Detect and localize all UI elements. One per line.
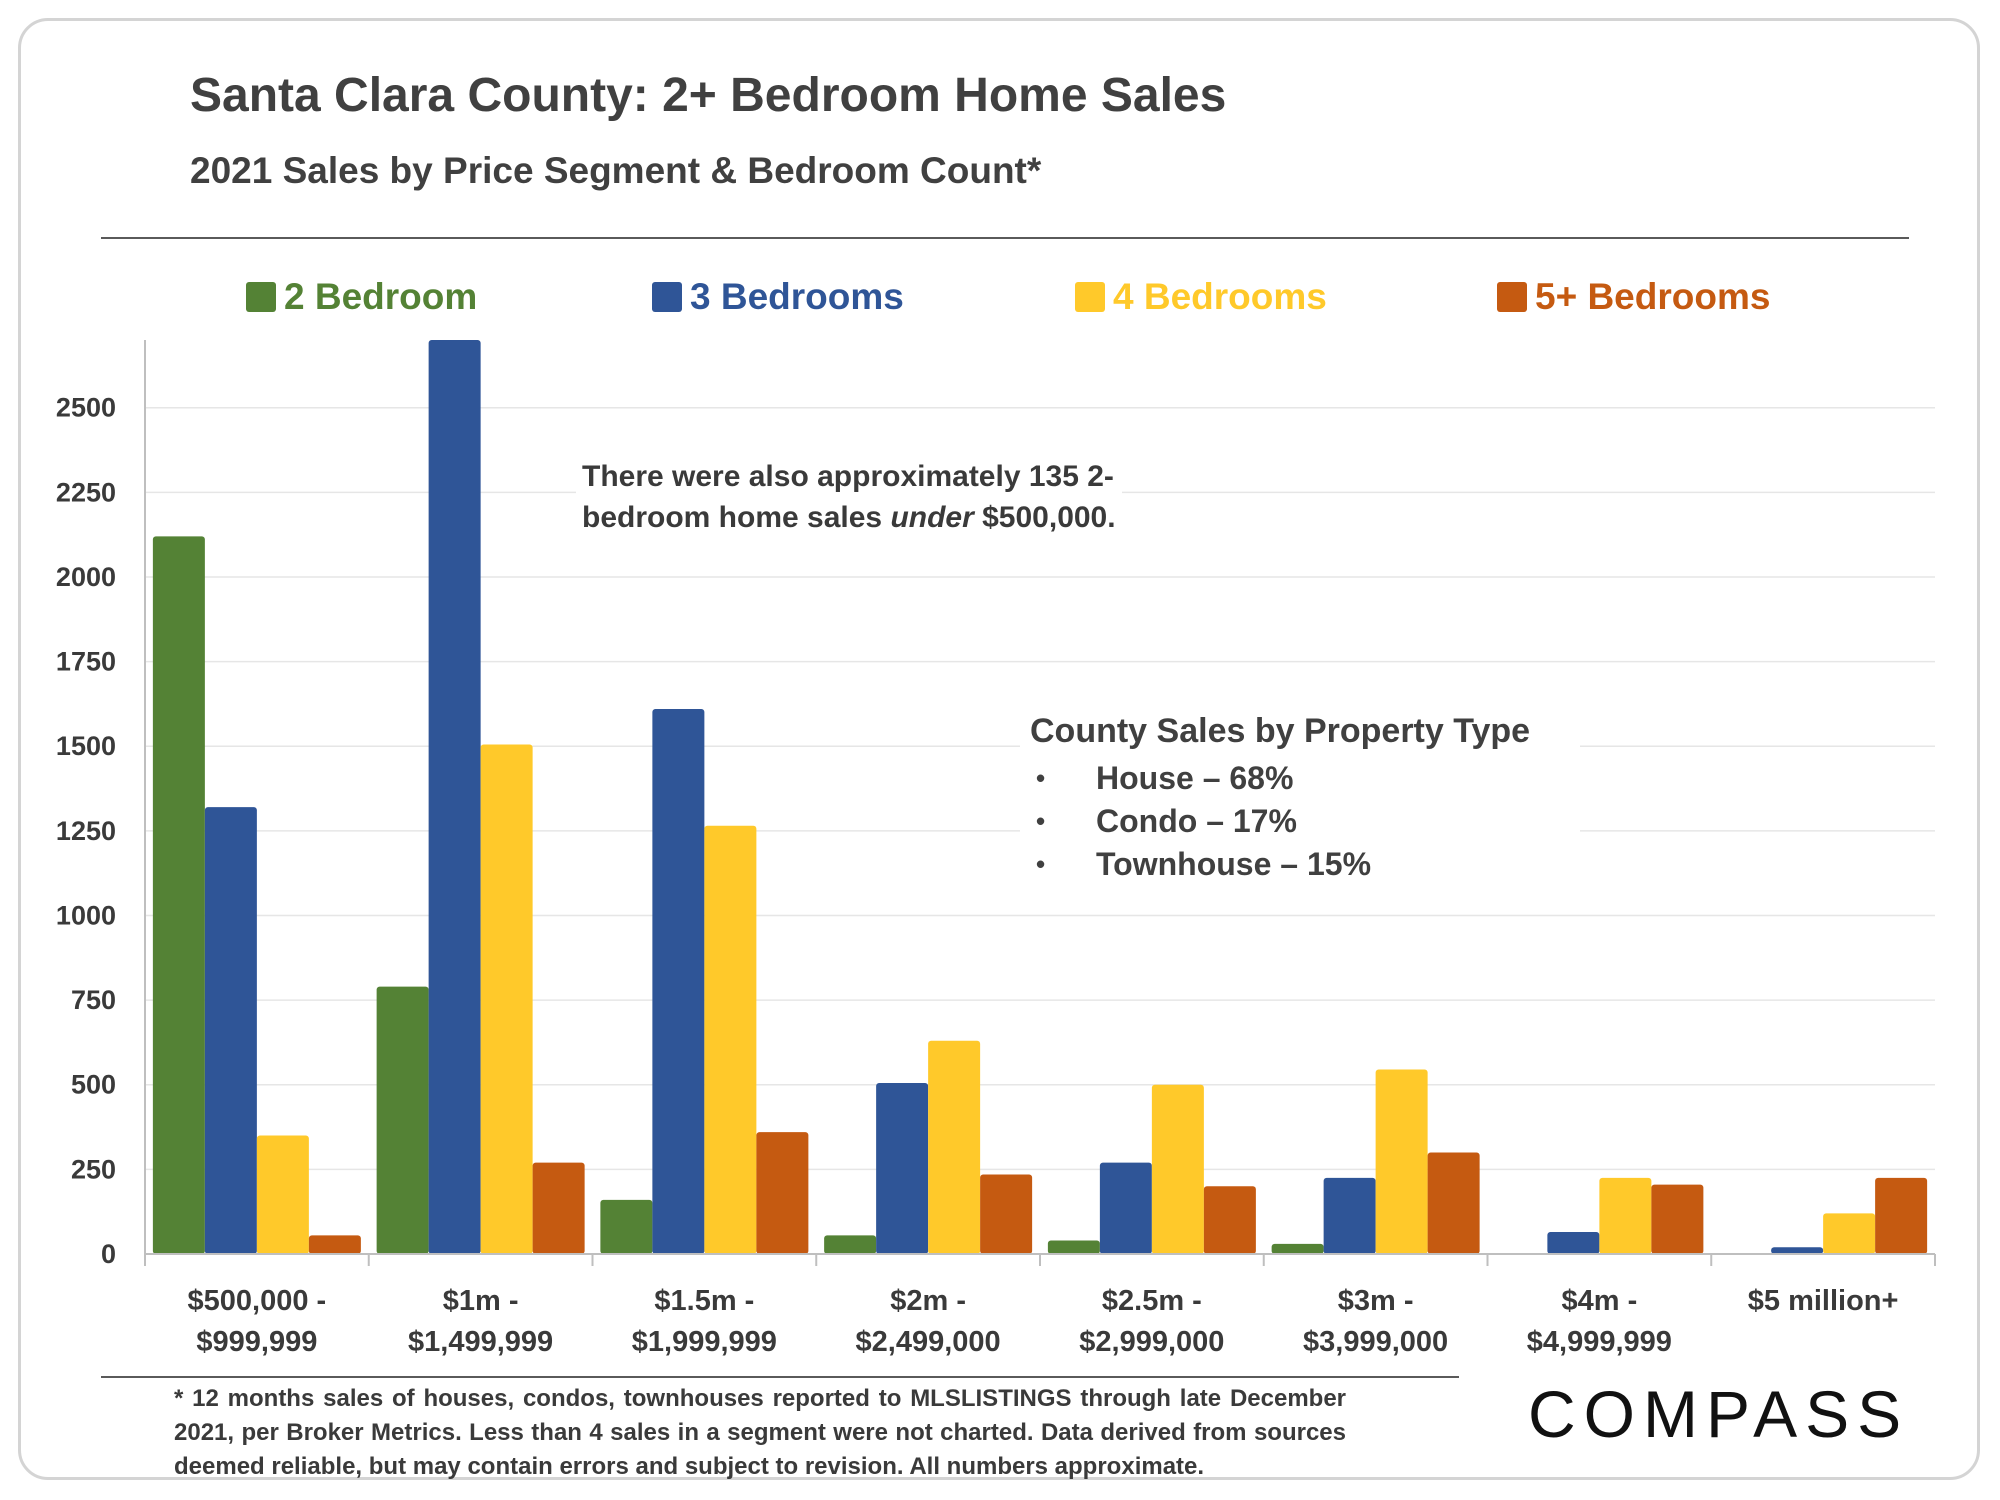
bar: [1823, 1213, 1876, 1254]
bar: [1099, 1162, 1152, 1254]
y-tick-label: 1750: [56, 647, 116, 677]
bar: [1651, 1184, 1704, 1254]
legend-label: 4 Bedrooms: [1113, 276, 1327, 317]
x-category-label: $1,499,999: [408, 1326, 553, 1358]
chart-subtitle: 2021 Sales by Price Segment & Bedroom Co…: [190, 150, 1042, 191]
axes: [144, 340, 1936, 1266]
bar: [928, 1040, 981, 1254]
bar: [152, 536, 205, 1254]
bullet-icon: •: [1036, 806, 1046, 836]
y-tick-label: 750: [71, 985, 116, 1015]
property-type-box: County Sales by Property Type • House – 6…: [1020, 708, 1580, 894]
y-tick-label: 1500: [56, 731, 116, 761]
bar: [1599, 1177, 1652, 1254]
x-category-label: $2m -: [890, 1285, 966, 1317]
legend-item-3-bedrooms: 3 Bedrooms: [652, 276, 904, 318]
x-category-label: $4,999,999: [1527, 1326, 1672, 1358]
y-tick-label: 1000: [56, 900, 116, 930]
header-divider: [101, 237, 1909, 239]
bar: [256, 1135, 309, 1254]
property-type-title: County Sales by Property Type: [1030, 712, 1531, 750]
x-category-label: $2,999,000: [1079, 1326, 1224, 1358]
property-type-item: • House – 68%: [1030, 757, 1570, 800]
note-line-1: There were also approximately 135 2-: [582, 460, 1114, 493]
bar: [652, 708, 705, 1254]
footer-divider: [101, 1376, 1459, 1378]
bullet-icon: •: [1036, 849, 1046, 879]
x-category-label: $1.5m -: [654, 1285, 754, 1317]
bar: [876, 1083, 929, 1254]
x-category-labels: $500,000 - $999,999 $1m - $1,499,999 $1.5m -…: [188, 1285, 1899, 1358]
bar: [308, 1235, 361, 1254]
y-tick-label: 2500: [56, 393, 116, 423]
y-tick-label: 2000: [56, 562, 116, 592]
y-tick-label: 2250: [56, 477, 116, 507]
x-category-label: $1,999,999: [632, 1326, 777, 1358]
x-category-label: $3m -: [1338, 1285, 1414, 1317]
y-tick-labels: 0 250 500 750 1000 1250 1500 1750 2000 2250 2500: [56, 393, 116, 1269]
x-category-label: $5 million+: [1748, 1285, 1899, 1317]
x-category-label: $2.5m -: [1102, 1285, 1202, 1317]
legend-label: 5+ Bedrooms: [1535, 276, 1771, 317]
chart-title: Santa Clara County: 2+ Bedroom Home Sale…: [190, 69, 1227, 122]
bar: [1323, 1177, 1376, 1254]
y-tick-label: 500: [71, 1070, 116, 1100]
x-category-label: $999,999: [196, 1326, 317, 1358]
bars: [152, 340, 1928, 1254]
bar: [1151, 1084, 1204, 1254]
property-type-item: • Condo – 17%: [1030, 800, 1570, 843]
legend-swatch: [652, 282, 682, 312]
footnote: * 12 months sales of houses, condos, tow…: [174, 1385, 1346, 1480]
bar: [1271, 1243, 1324, 1254]
y-tick-label: 0: [101, 1239, 116, 1269]
legend-swatch: [246, 282, 276, 312]
legend-swatch: [1497, 282, 1527, 312]
legend-swatch: [1075, 282, 1105, 312]
under-500k-note: There were also approximately 135 2- bed…: [576, 456, 1122, 538]
legend-label: 3 Bedrooms: [690, 276, 904, 317]
x-category-label: $2,499,000: [856, 1326, 1001, 1358]
bar: [756, 1132, 809, 1254]
bar: [428, 340, 481, 1254]
bar: [600, 1199, 653, 1254]
y-tick-label: 1250: [56, 816, 116, 846]
y-tick-label: 250: [71, 1154, 116, 1184]
x-category-label: $500,000 -: [188, 1285, 327, 1317]
bar: [1047, 1240, 1100, 1254]
legend-item-5-plus-bedrooms: 5+ Bedrooms: [1497, 276, 1770, 318]
bar: [480, 744, 533, 1254]
compass-logo: COMPASS: [1528, 1377, 1910, 1451]
bar: [1875, 1177, 1928, 1254]
legend-item-4-bedrooms: 4 Bedrooms: [1075, 276, 1327, 318]
x-category-label: $3,999,000: [1303, 1326, 1448, 1358]
bullet-icon: •: [1036, 763, 1046, 793]
note-line-2: bedroom home sales under $500,000.: [582, 501, 1116, 534]
x-category-label: $1m -: [443, 1285, 519, 1317]
bar: [532, 1162, 585, 1254]
legend-label: 2 Bedroom: [284, 276, 478, 317]
x-category-label: $4m -: [1561, 1285, 1637, 1317]
bar: [1547, 1231, 1600, 1254]
bar: [204, 807, 257, 1254]
property-type-item: • Townhouse – 15%: [1030, 843, 1570, 886]
legend-item-2-bedroom: 2 Bedroom: [246, 276, 477, 318]
bar: [1427, 1152, 1480, 1254]
bar: [1203, 1186, 1256, 1254]
bar: [1771, 1247, 1824, 1254]
bar: [376, 986, 429, 1254]
bar: [824, 1235, 877, 1254]
bar: [980, 1174, 1033, 1254]
bar: [704, 825, 757, 1254]
bar: [1375, 1069, 1428, 1254]
